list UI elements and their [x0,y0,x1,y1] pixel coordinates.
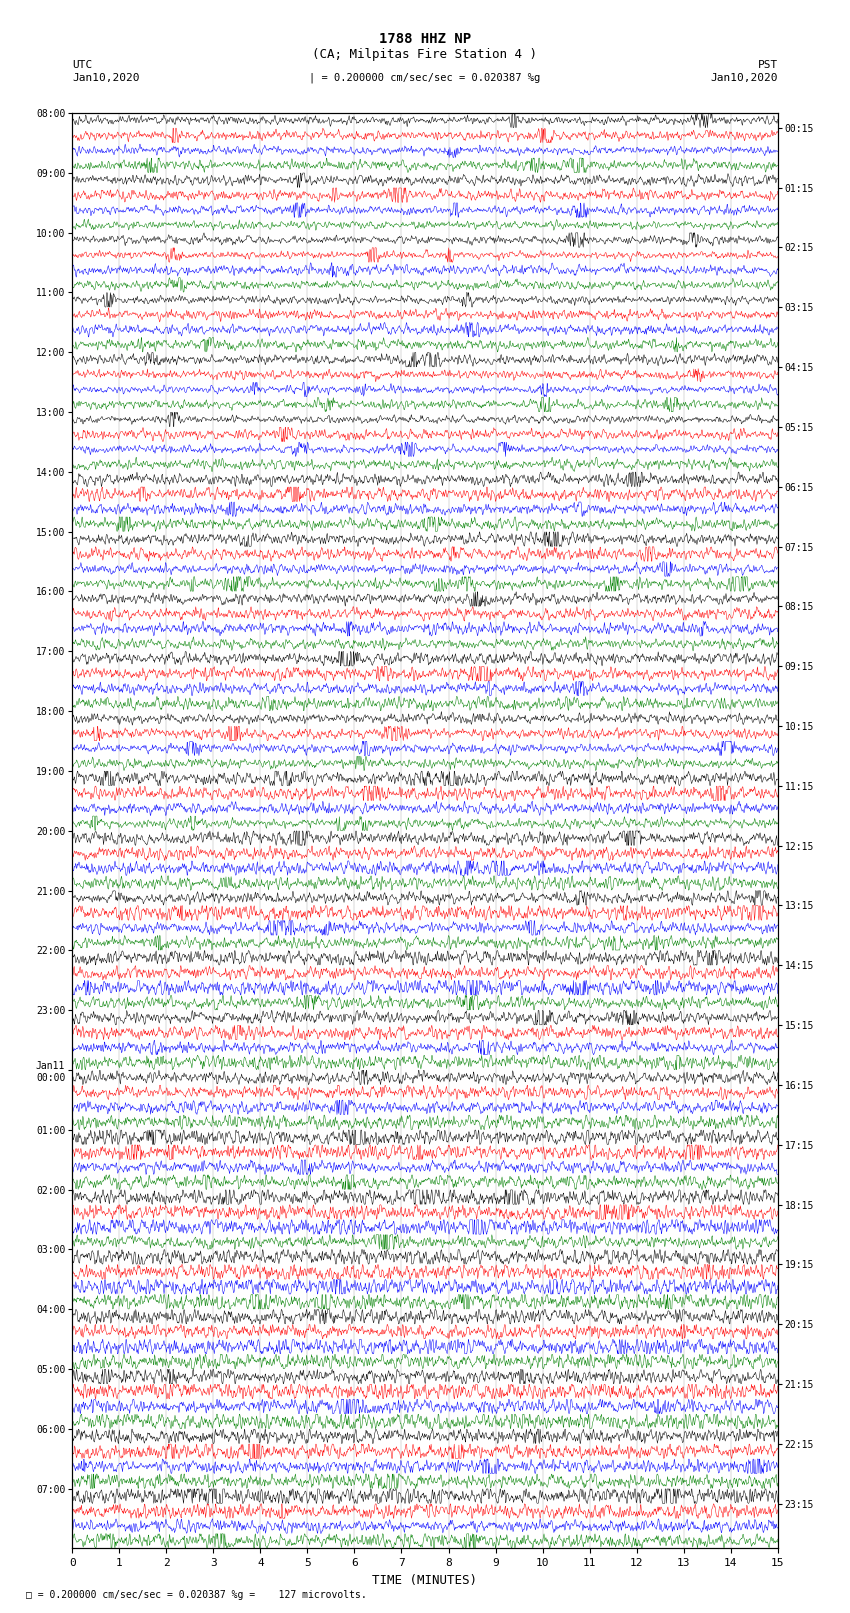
X-axis label: TIME (MINUTES): TIME (MINUTES) [372,1574,478,1587]
Text: □ = 0.200000 cm/sec/sec = 0.020387 %g =    127 microvolts.: □ = 0.200000 cm/sec/sec = 0.020387 %g = … [26,1590,366,1600]
Text: 1788 HHZ NP: 1788 HHZ NP [379,32,471,47]
Text: PST: PST [757,60,778,69]
Text: | = 0.200000 cm/sec/sec = 0.020387 %g: | = 0.200000 cm/sec/sec = 0.020387 %g [309,73,541,84]
Text: Jan10,2020: Jan10,2020 [711,73,778,82]
Text: (CA; Milpitas Fire Station 4 ): (CA; Milpitas Fire Station 4 ) [313,48,537,61]
Text: Jan10,2020: Jan10,2020 [72,73,139,82]
Text: UTC: UTC [72,60,93,69]
